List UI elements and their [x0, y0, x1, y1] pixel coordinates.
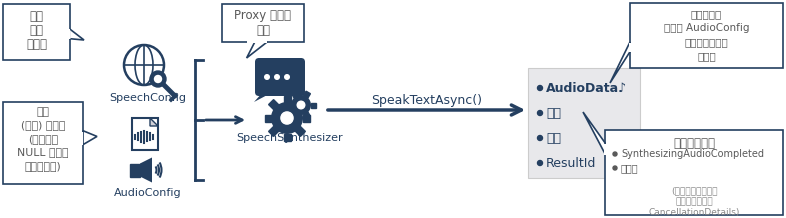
Circle shape	[150, 71, 166, 87]
Bar	[296, 126, 306, 136]
Text: 屬性: 屬性	[546, 107, 561, 119]
Circle shape	[155, 75, 161, 82]
Text: (若已取消，請檢查: (若已取消，請檢查	[670, 186, 718, 195]
Bar	[310, 102, 315, 107]
Text: 資料流物件): 資料流物件)	[24, 161, 61, 171]
Text: 已取消: 已取消	[621, 163, 639, 173]
Bar	[248, 41, 267, 43]
Bar	[630, 3, 783, 68]
Polygon shape	[247, 42, 267, 58]
Circle shape	[538, 160, 542, 165]
Text: SpeechConfig: SpeechConfig	[109, 93, 186, 103]
Bar	[629, 43, 631, 52]
Text: ResultId: ResultId	[546, 157, 597, 170]
Bar	[68, 29, 70, 39]
Text: 錯誤詳細資料的: 錯誤詳細資料的	[675, 197, 713, 206]
Text: 喊叫: 喊叫	[36, 107, 50, 117]
Text: AudioData♪: AudioData♪	[546, 82, 627, 94]
Bar	[265, 114, 271, 121]
Bar	[605, 130, 783, 215]
Text: SpeakTextAsync(): SpeakTextAsync()	[372, 94, 483, 107]
Text: AudioConfig: AudioConfig	[114, 188, 182, 198]
FancyBboxPatch shape	[255, 58, 305, 96]
Polygon shape	[150, 118, 158, 126]
Bar	[132, 118, 158, 150]
Bar	[269, 100, 278, 109]
Bar	[287, 102, 292, 107]
Text: (或明確為: (或明確為	[28, 134, 58, 144]
Bar	[284, 133, 291, 140]
Polygon shape	[140, 157, 152, 182]
Text: 已根據 AudioConfig: 已根據 AudioConfig	[663, 23, 749, 33]
Text: 結果的原因：: 結果的原因：	[673, 137, 715, 150]
Circle shape	[271, 102, 303, 134]
Text: 資源: 資源	[30, 10, 43, 23]
Circle shape	[291, 95, 311, 115]
Bar	[222, 4, 304, 42]
Bar	[604, 144, 606, 155]
Circle shape	[538, 136, 542, 140]
Bar	[303, 114, 310, 121]
Bar	[81, 131, 83, 145]
Text: (預設) 或檔案: (預設) 或檔案	[20, 121, 65, 131]
Circle shape	[281, 112, 293, 124]
Circle shape	[274, 74, 280, 80]
Text: 與金鑰: 與金鑰	[26, 38, 47, 51]
Bar	[528, 68, 640, 178]
Bar	[296, 100, 306, 109]
Polygon shape	[70, 29, 84, 40]
Bar	[303, 91, 310, 98]
Circle shape	[264, 74, 270, 80]
Circle shape	[124, 45, 164, 85]
Circle shape	[297, 101, 305, 109]
Bar	[292, 112, 299, 119]
Bar	[284, 95, 291, 102]
Bar	[303, 112, 310, 119]
Text: Proxy 用戶端: Proxy 用戶端	[234, 9, 292, 22]
Polygon shape	[254, 92, 273, 102]
Bar	[269, 126, 278, 136]
Circle shape	[284, 74, 290, 80]
Text: 原因: 原因	[546, 131, 561, 145]
Text: SpeechSynthesizer: SpeechSynthesizer	[237, 133, 343, 143]
Text: 位置: 位置	[30, 24, 43, 37]
Text: 音訊資料流: 音訊資料流	[691, 9, 722, 19]
Text: SynthesizingAudioCompleted: SynthesizingAudioCompleted	[621, 149, 764, 159]
Circle shape	[538, 85, 542, 90]
Bar	[130, 164, 140, 177]
Bar	[3, 4, 70, 60]
Circle shape	[613, 152, 617, 156]
Text: CancellationDetails): CancellationDetails)	[648, 208, 740, 217]
Text: NULL 以擷取: NULL 以擷取	[17, 148, 68, 157]
Polygon shape	[583, 112, 605, 154]
Bar	[292, 91, 299, 98]
Bar	[3, 102, 83, 184]
Text: 或喊叫: 或喊叫	[697, 51, 716, 61]
Text: 物件: 物件	[256, 24, 270, 37]
Circle shape	[613, 166, 617, 170]
Polygon shape	[83, 131, 97, 145]
Circle shape	[538, 111, 542, 116]
Text: 重新導向至檔案: 重新導向至檔案	[685, 37, 729, 47]
Polygon shape	[610, 42, 630, 83]
